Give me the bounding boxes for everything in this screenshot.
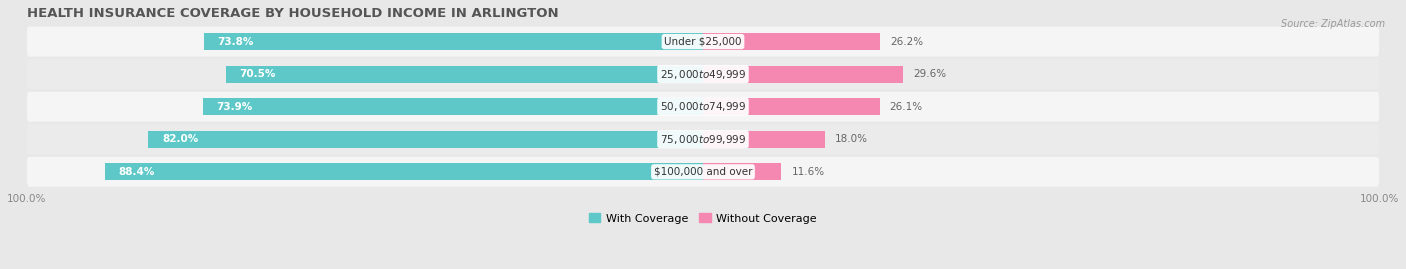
Text: $100,000 and over: $100,000 and over <box>654 167 752 177</box>
FancyBboxPatch shape <box>27 27 1379 56</box>
FancyBboxPatch shape <box>27 124 1379 154</box>
Bar <box>703 131 825 148</box>
Bar <box>149 131 703 148</box>
Legend: With Coverage, Without Coverage: With Coverage, Without Coverage <box>585 209 821 228</box>
Text: $50,000 to $74,999: $50,000 to $74,999 <box>659 100 747 113</box>
Text: $25,000 to $49,999: $25,000 to $49,999 <box>659 68 747 81</box>
Bar <box>703 163 782 180</box>
Bar <box>703 66 903 83</box>
FancyBboxPatch shape <box>27 92 1379 122</box>
Text: Source: ZipAtlas.com: Source: ZipAtlas.com <box>1281 19 1385 29</box>
Bar <box>226 66 703 83</box>
Bar <box>202 98 703 115</box>
Text: 26.2%: 26.2% <box>890 37 924 47</box>
Text: 88.4%: 88.4% <box>118 167 155 177</box>
FancyBboxPatch shape <box>27 59 1379 89</box>
Text: 73.9%: 73.9% <box>217 102 253 112</box>
Bar <box>105 163 703 180</box>
FancyBboxPatch shape <box>27 157 1379 187</box>
Text: 70.5%: 70.5% <box>239 69 276 79</box>
Bar <box>703 98 880 115</box>
Text: 11.6%: 11.6% <box>792 167 825 177</box>
Text: HEALTH INSURANCE COVERAGE BY HOUSEHOLD INCOME IN ARLINGTON: HEALTH INSURANCE COVERAGE BY HOUSEHOLD I… <box>27 7 558 20</box>
Text: 82.0%: 82.0% <box>162 134 198 144</box>
Text: Under $25,000: Under $25,000 <box>664 37 742 47</box>
Text: 73.8%: 73.8% <box>218 37 253 47</box>
Bar <box>703 33 880 50</box>
Text: $75,000 to $99,999: $75,000 to $99,999 <box>659 133 747 146</box>
Bar <box>204 33 703 50</box>
Text: 18.0%: 18.0% <box>835 134 868 144</box>
Text: 29.6%: 29.6% <box>914 69 946 79</box>
Text: 26.1%: 26.1% <box>890 102 922 112</box>
